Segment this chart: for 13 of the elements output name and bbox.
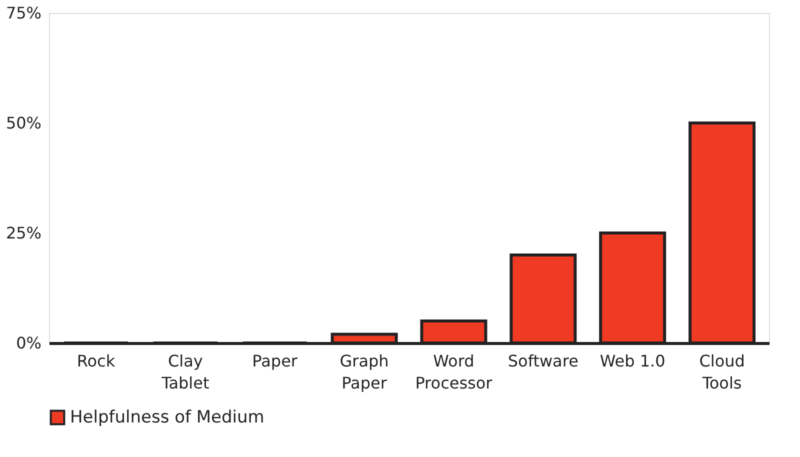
x-tick-label: Paper	[252, 352, 298, 370]
x-tick-label: Web 1.0	[600, 352, 666, 370]
x-tick-label: Software	[508, 352, 578, 370]
x-tick-label: Rock	[76, 352, 116, 370]
y-tick-label: 0%	[16, 334, 42, 352]
x-tick-label: Graph Paper	[340, 352, 389, 392]
x-tick-label: Word Processor	[415, 352, 493, 392]
y-tick-label: 75%	[6, 4, 42, 22]
legend-label: Helpfulness of Medium	[70, 408, 264, 428]
y-tick-label: 25%	[6, 224, 42, 242]
x-tick-label: Cloud Tools	[699, 352, 745, 392]
x-tick-label: Clay Tablet	[160, 352, 210, 392]
y-tick-label: 50%	[6, 114, 42, 132]
